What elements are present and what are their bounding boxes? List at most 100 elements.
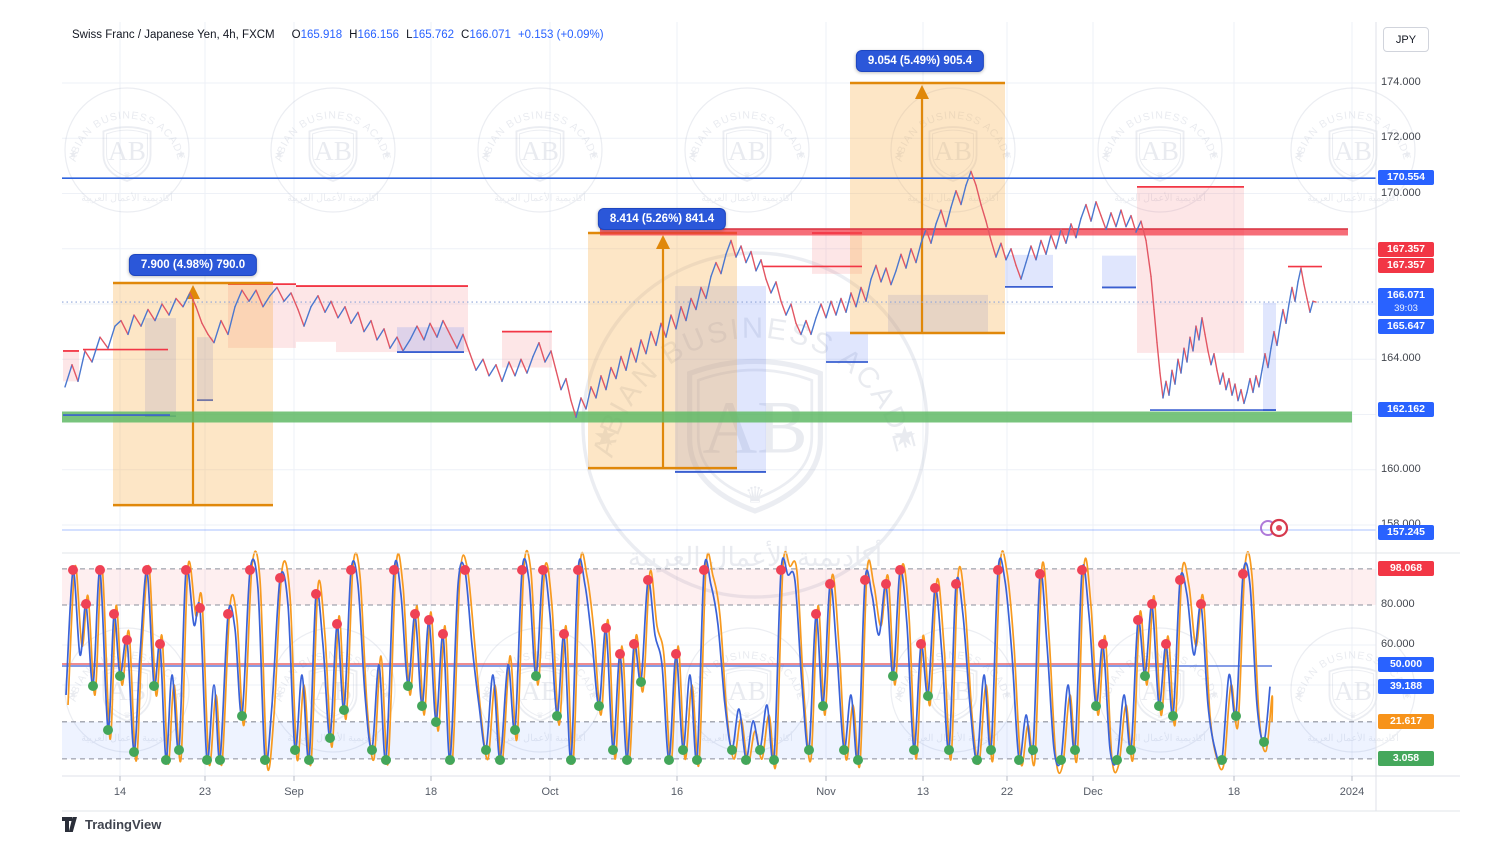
time-tick-label: 14: [113, 786, 127, 798]
oversold-dot: [431, 717, 441, 727]
svg-text:★: ★: [382, 689, 391, 700]
time-tick-label: Oct: [541, 786, 559, 798]
price-level-label: 50.000: [1378, 657, 1434, 672]
svg-text:AB: AB: [1334, 676, 1372, 706]
axis-tick-label: 80.000: [1381, 598, 1415, 610]
svg-text:أكاديمية الأعمال العربية: أكاديمية الأعمال العربية: [81, 191, 173, 204]
oversold-dot: [769, 755, 779, 765]
overbought-dot: [538, 565, 548, 575]
overbought-dot: [1133, 615, 1143, 625]
overbought-dot: [346, 565, 356, 575]
price-level-label: 3.058: [1378, 750, 1434, 766]
overbought-dot: [895, 565, 905, 575]
price-level-label: 170.554: [1378, 170, 1434, 186]
measurement-label-1[interactable]: 7.900 (4.98%) 790.0: [128, 254, 258, 276]
currency-toggle-button[interactable]: JPY: [1383, 27, 1429, 52]
symbol-title[interactable]: Swiss Franc / Japanese Yen, 4h, FXCM: [72, 29, 275, 41]
oversold-dot: [290, 745, 300, 755]
overbought-dot: [1238, 569, 1248, 579]
overbought-dot: [460, 565, 470, 575]
svg-text:AB: AB: [108, 136, 146, 166]
overbought-dot: [776, 565, 786, 575]
svg-text:★: ★: [275, 689, 284, 700]
price-level-label: 165.647: [1378, 319, 1434, 334]
svg-text:★: ★: [1295, 689, 1304, 700]
oversold-dot: [445, 755, 455, 765]
tradingview-logo[interactable]: TradingView: [62, 817, 161, 832]
overbought-dot: [109, 609, 119, 619]
time-tick-label: 22: [1000, 786, 1014, 798]
oversold-dot: [215, 755, 225, 765]
oversold-dot: [1217, 755, 1227, 765]
svg-text:★: ★: [895, 149, 904, 160]
oversold-dot: [972, 755, 982, 765]
target-rings-icon: [1260, 518, 1289, 538]
overbought-dot: [629, 639, 639, 649]
frame: [62, 22, 1460, 812]
oversold-dot: [622, 755, 632, 765]
oversold-dot: [944, 745, 954, 755]
time-tick-label: Nov: [816, 786, 836, 798]
oversold-dot: [909, 745, 919, 755]
oversold-dot: [986, 745, 996, 755]
oversold-dot: [202, 755, 212, 765]
oversold-dot: [174, 745, 184, 755]
overbought-dot: [438, 629, 448, 639]
high-value: 166.156: [357, 29, 400, 41]
oversold-dot: [304, 755, 314, 765]
price-level-label: 162.162: [1378, 402, 1434, 418]
svg-text:♛: ♛: [123, 171, 130, 180]
oversold-dot: [1091, 701, 1101, 711]
tradingview-logo-icon: [62, 817, 77, 832]
oversold-dot: [727, 745, 737, 755]
overbought-dot: [643, 575, 653, 585]
overbought-dot: [332, 619, 342, 629]
oversold-dot: [103, 725, 113, 735]
time-tick-label: Sep: [284, 786, 304, 798]
svg-text:♛: ♛: [329, 171, 336, 180]
overbought-dot: [311, 589, 321, 599]
svg-text:أكاديمية الأعمال العربية: أكاديمية الأعمال العربية: [1114, 191, 1206, 204]
overbought-dot: [195, 603, 205, 613]
overbought-dot: [1035, 569, 1045, 579]
oversold-dot: [1070, 745, 1080, 755]
time-tick-label: 18: [1227, 786, 1241, 798]
svg-text:★: ★: [589, 689, 598, 700]
oversold-dot: [417, 701, 427, 711]
price-level-label: 21.617: [1378, 713, 1434, 729]
overbought-dot: [517, 565, 527, 575]
svg-text:★: ★: [796, 149, 805, 160]
oversold-dot: [888, 671, 898, 681]
svg-text:أكاديمية الأعمال العربية: أكاديمية الأعمال العربية: [628, 539, 882, 573]
axis-tick-label: 170.000: [1381, 186, 1421, 199]
measurement-label-3[interactable]: 9.054 (5.49%) 905.4: [855, 50, 985, 72]
overbought-dot: [860, 575, 870, 585]
oversold-dot: [237, 711, 247, 721]
oversold-dot: [129, 747, 139, 757]
price-level-label: 98.068: [1378, 560, 1434, 576]
overbought-dot: [410, 609, 420, 619]
overbought-dot: [1196, 599, 1206, 609]
oversold-dot: [115, 671, 125, 681]
overbought-dot: [1077, 565, 1087, 575]
oversold-dot: [403, 681, 413, 691]
oversold-dot: [1056, 755, 1066, 765]
tradingview-logo-text: TradingView: [85, 817, 162, 832]
time-tick-label: 2024: [1339, 786, 1365, 798]
price-level-label: 167.357: [1378, 242, 1434, 257]
high-label: H: [349, 29, 358, 41]
svg-text:♛: ♛: [949, 171, 956, 180]
measurement-label-2[interactable]: 8.414 (5.26%) 841.4: [597, 208, 727, 230]
svg-text:AB: AB: [1334, 136, 1372, 166]
oversold-dot: [804, 745, 814, 755]
svg-text:★: ★: [482, 689, 491, 700]
svg-text:♛: ♛: [1349, 711, 1356, 720]
oversold-dot: [678, 745, 688, 755]
stochastic-orange-line: [67, 549, 1274, 775]
svg-text:♛: ♛: [745, 482, 765, 507]
svg-text:♛: ♛: [536, 171, 543, 180]
oversold-dot: [531, 671, 541, 681]
overbought-dot: [559, 629, 569, 639]
svg-text:★: ★: [895, 689, 904, 700]
